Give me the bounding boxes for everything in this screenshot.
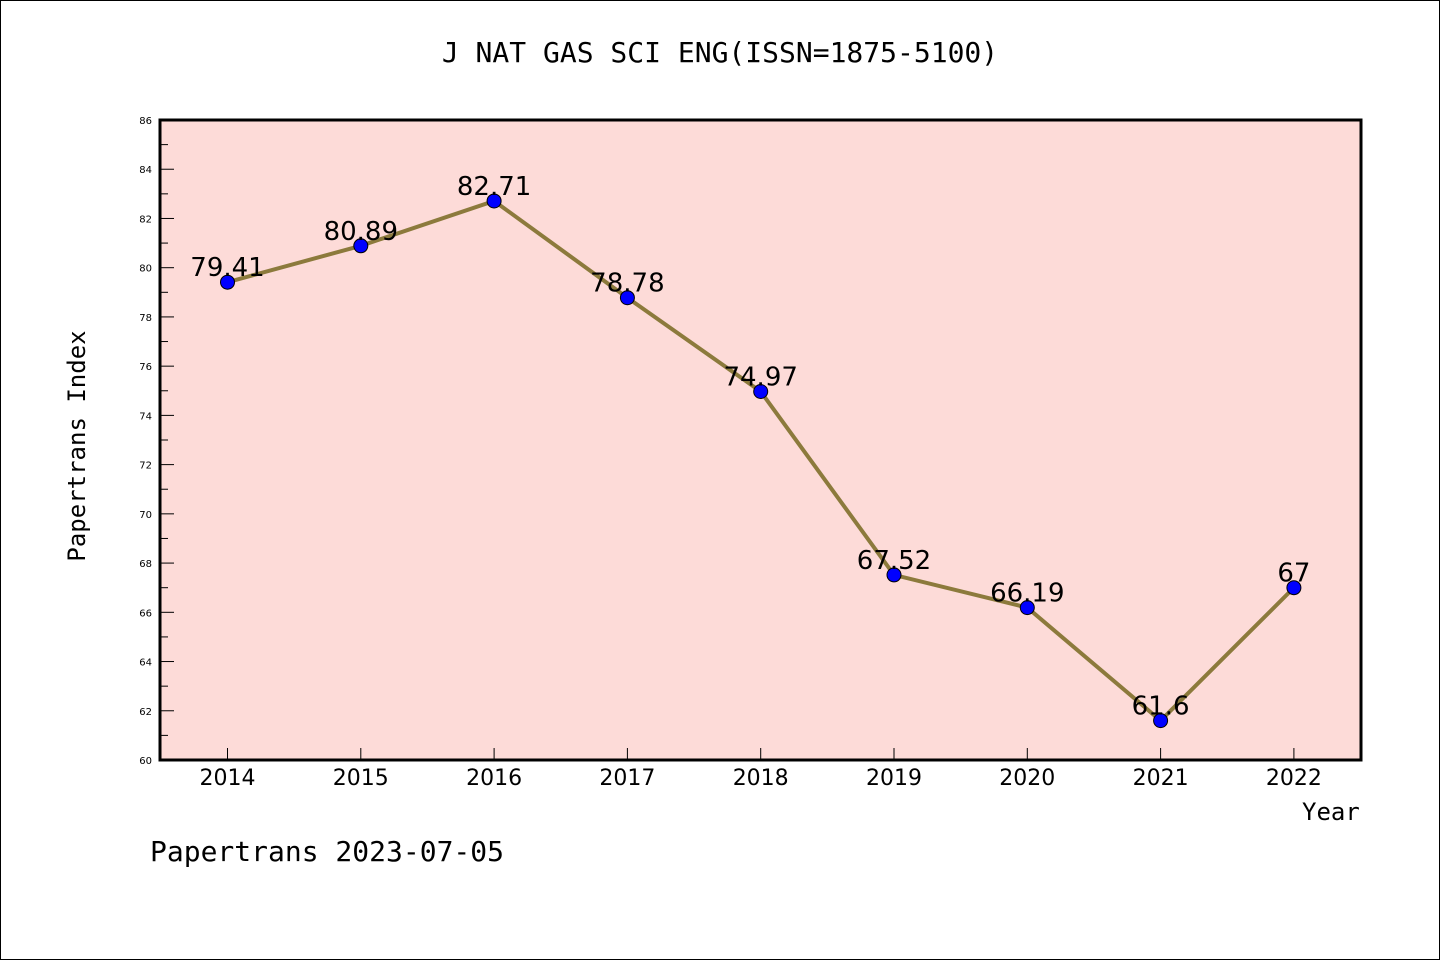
y-tick-label: 86 [139, 116, 152, 127]
data-labels: 79.41 80.89 82.71 78.78 74.97 67.52 66.19 61.6 6… [190, 172, 1310, 722]
x-tick-label: 2022 [1266, 766, 1322, 791]
data-point [886, 567, 902, 583]
data-label: 78.78 [590, 269, 664, 299]
data-point [753, 384, 769, 400]
plot-area [160, 120, 1361, 760]
data-label: 67 [1277, 559, 1310, 589]
y-tick-label: 60 [139, 756, 152, 767]
x-tick-label: 2018 [733, 766, 789, 791]
data-label: 66.19 [990, 579, 1064, 609]
y-tick-label: 70 [139, 510, 152, 521]
x-tick-label: 2020 [999, 766, 1055, 791]
y-tick-label: 74 [139, 411, 152, 422]
data-point [1286, 580, 1302, 596]
y-tick-label: 80 [139, 264, 152, 275]
data-point [1153, 713, 1169, 729]
data-label: 67.52 [857, 546, 931, 576]
y-tick-label: 76 [139, 362, 152, 373]
y-tick-label: 78 [139, 313, 152, 324]
y-tick-label: 82 [139, 214, 152, 225]
data-point [220, 274, 235, 290]
x-axis: 2014 2015 2016 2017 2018 2019 2020 2021 2022 [200, 748, 1322, 791]
x-tick-label: 2016 [466, 766, 522, 791]
data-point [486, 193, 502, 209]
data-point [353, 238, 369, 254]
data-markers [220, 193, 1302, 729]
data-label: 74.97 [723, 363, 797, 393]
x-tick-label: 2014 [200, 766, 256, 791]
y-tick-label: 64 [139, 658, 152, 669]
y-tick-label: 68 [139, 559, 152, 570]
y-tick-label: 84 [139, 165, 152, 176]
data-point [619, 290, 635, 306]
y-tick-label: 62 [139, 707, 152, 718]
x-axis-label: Year [1302, 798, 1360, 826]
y-tick-label: 72 [139, 461, 152, 472]
data-label: 61.6 [1132, 692, 1190, 722]
x-tick-label: 2021 [1133, 766, 1189, 791]
x-tick-label: 2015 [333, 766, 389, 791]
data-label: 80.89 [324, 217, 398, 247]
chart-title: J NAT GAS SCI ENG(ISSN=1875-5100) [441, 36, 999, 69]
footer-note: Papertrans 2023-07-05 [150, 835, 505, 868]
x-tick-label: 2019 [866, 766, 922, 791]
data-label: 82.71 [457, 172, 531, 202]
data-point [1019, 600, 1035, 616]
y-axis: 60 62 64 66 68 70 72 74 76 78 80 82 84 86 [139, 116, 174, 767]
y-tick-label: 66 [139, 608, 152, 619]
plot-border [158, 118, 1363, 762]
data-label: 79.41 [190, 253, 264, 283]
x-tick-label: 2017 [599, 766, 655, 791]
